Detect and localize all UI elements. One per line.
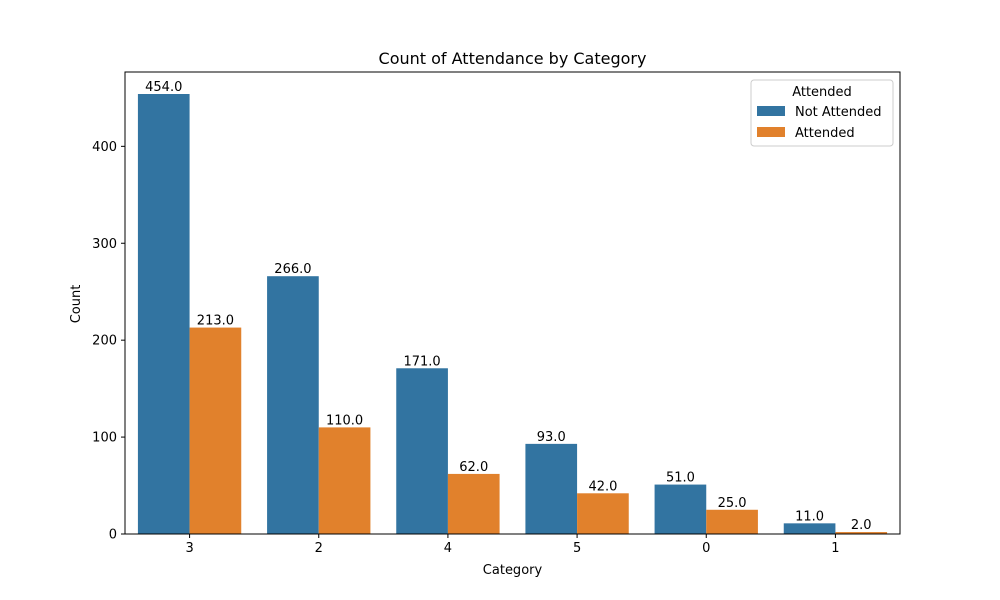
y-tick-label: 0: [109, 528, 117, 543]
bar-attended-2: [318, 427, 371, 534]
x-tick-label: 2: [315, 541, 323, 556]
plot-frame: [124, 71, 901, 535]
y-tick-label: 300: [92, 237, 117, 252]
x-tick-label: 5: [573, 541, 581, 556]
y-tick-label: 100: [92, 431, 117, 446]
data-label: 25.0: [718, 496, 747, 511]
x-tick-label: 4: [444, 541, 452, 556]
x-tick-label: 0: [702, 541, 710, 556]
bar-not-attended-3: [137, 94, 190, 534]
bar-attended-5: [577, 493, 629, 534]
chart-title: Count of Attendance by Category: [379, 49, 647, 68]
data-label: 42.0: [588, 479, 617, 494]
data-label: 2.0: [851, 518, 872, 533]
legend-title: Attended: [792, 85, 852, 100]
bar-not-attended-0: [654, 484, 707, 534]
bar-attended-0: [706, 509, 758, 534]
legend-swatch-attended: [757, 127, 785, 137]
data-label: 454.0: [145, 80, 182, 95]
bar-attended-4: [447, 473, 500, 534]
legend-swatch-not-attended: [757, 106, 785, 116]
legend-label-not-attended: Not Attended: [795, 105, 882, 120]
bar-not-attended-2: [267, 276, 319, 534]
data-label: 93.0: [537, 430, 566, 445]
bar-attended-3: [189, 327, 242, 534]
x-tick-label: 3: [185, 541, 193, 556]
y-tick-label: 400: [92, 140, 117, 155]
data-label: 11.0: [795, 509, 824, 524]
legend-label-attended: Attended: [795, 126, 855, 141]
y-tick-label: 200: [92, 334, 117, 349]
bars-layer: [137, 94, 888, 534]
bar-not-attended-5: [525, 443, 578, 534]
data-labels-layer: 454.0 266.0 171.0 93.0 51.0 11.0 213.0 110.0 62.…: [145, 80, 871, 533]
bar-attended-1: [835, 532, 888, 534]
data-label: 62.0: [459, 460, 488, 475]
y-axis-label: Count: [69, 285, 84, 324]
x-tick-label: 1: [831, 541, 839, 556]
data-label: 171.0: [403, 354, 440, 369]
bar-not-attended-4: [396, 368, 448, 534]
data-label: 51.0: [666, 471, 695, 486]
bar-not-attended-1: [783, 523, 836, 534]
data-label: 213.0: [197, 314, 234, 329]
axes-layer: 0 100 200 300 400 3 2 4 5 0 1: [92, 71, 901, 556]
data-label: 110.0: [326, 413, 363, 428]
data-label: 266.0: [274, 262, 311, 277]
legend: Attended Not Attended Attended: [750, 79, 894, 147]
legend-frame: [750, 79, 894, 147]
x-axis-label: Category: [483, 563, 543, 578]
